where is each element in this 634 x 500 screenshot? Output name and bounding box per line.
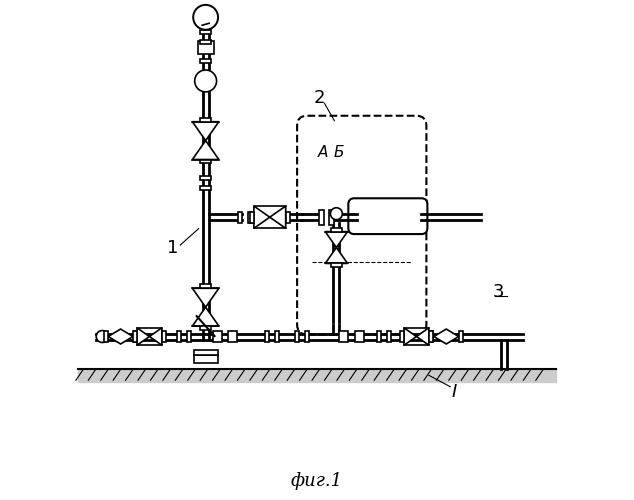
Polygon shape: [192, 122, 219, 141]
Bar: [200, 284, 211, 288]
Polygon shape: [108, 329, 133, 344]
Text: I: I: [451, 382, 456, 400]
Bar: [194, 350, 217, 356]
Bar: [286, 212, 290, 222]
Bar: [265, 331, 269, 342]
Bar: [429, 331, 434, 342]
Bar: [459, 331, 463, 342]
Bar: [200, 49, 211, 53]
Bar: [275, 331, 279, 342]
Bar: [331, 228, 342, 232]
Bar: [212, 330, 221, 342]
Polygon shape: [192, 140, 219, 160]
Bar: [104, 331, 108, 342]
Bar: [134, 331, 138, 342]
Bar: [295, 331, 299, 342]
Bar: [200, 176, 211, 180]
Bar: [305, 331, 309, 342]
Bar: [377, 331, 381, 342]
Bar: [200, 40, 211, 44]
Bar: [198, 41, 214, 54]
Bar: [248, 212, 252, 222]
Circle shape: [193, 5, 218, 29]
Bar: [178, 331, 181, 342]
Bar: [329, 210, 334, 224]
Bar: [339, 330, 348, 342]
Text: 1: 1: [167, 238, 179, 256]
Bar: [355, 330, 365, 342]
Bar: [228, 330, 238, 342]
Polygon shape: [269, 206, 286, 229]
Polygon shape: [417, 328, 429, 345]
Bar: [387, 331, 391, 342]
Bar: [238, 212, 242, 222]
Text: Б: Б: [333, 144, 344, 160]
Bar: [200, 186, 211, 190]
Text: фиг.1: фиг.1: [291, 472, 343, 490]
FancyBboxPatch shape: [297, 116, 427, 334]
Bar: [200, 160, 211, 164]
Bar: [331, 264, 342, 268]
Bar: [133, 331, 136, 342]
Bar: [200, 118, 211, 122]
Polygon shape: [434, 329, 459, 344]
Bar: [250, 212, 254, 222]
Bar: [194, 356, 217, 364]
Text: 2: 2: [314, 90, 325, 108]
Bar: [187, 331, 191, 342]
Text: 3: 3: [493, 284, 504, 302]
Bar: [399, 331, 403, 342]
Circle shape: [330, 208, 342, 220]
Polygon shape: [325, 248, 347, 264]
Bar: [429, 331, 434, 342]
Circle shape: [96, 330, 108, 342]
Polygon shape: [192, 307, 219, 326]
Text: А: А: [318, 144, 328, 160]
Polygon shape: [150, 328, 162, 345]
Bar: [200, 59, 211, 63]
Circle shape: [195, 70, 217, 92]
Polygon shape: [254, 206, 269, 229]
Bar: [319, 210, 325, 224]
Polygon shape: [192, 288, 219, 307]
Polygon shape: [137, 328, 150, 345]
Bar: [162, 331, 166, 342]
Polygon shape: [404, 328, 417, 345]
Bar: [200, 30, 211, 34]
Polygon shape: [325, 232, 347, 248]
Bar: [200, 326, 211, 330]
FancyBboxPatch shape: [348, 198, 427, 234]
